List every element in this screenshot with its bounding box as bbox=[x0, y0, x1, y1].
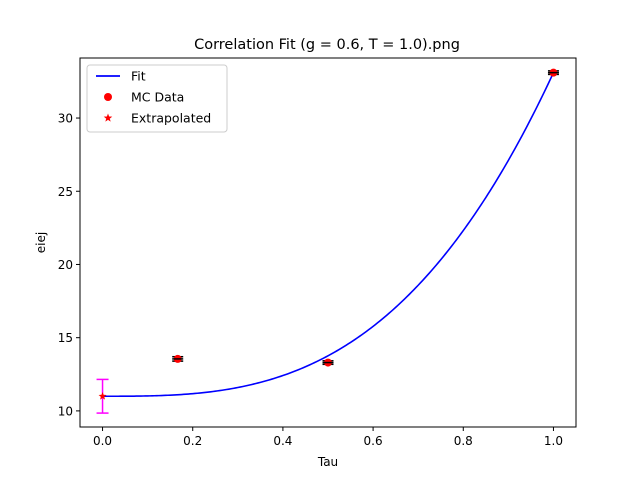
extrapolated-point bbox=[98, 392, 107, 400]
x-tick-label: 1.0 bbox=[544, 434, 563, 448]
fit-line bbox=[102, 72, 555, 398]
chart-title: Correlation Fit (g = 0.6, T = 1.0).png bbox=[194, 37, 460, 53]
legend: Fit MC Data Extrapolated bbox=[86, 64, 228, 133]
y-tick-label: 15 bbox=[58, 331, 73, 345]
legend-star-icon bbox=[103, 113, 113, 122]
axis-ticks: 0.0 0.2 0.4 0.6 0.8 1.0 10 15 20 25 30 bbox=[58, 112, 563, 448]
y-tick-label: 25 bbox=[58, 185, 73, 199]
legend-label: Extrapolated bbox=[131, 111, 211, 126]
y-tick-label: 30 bbox=[58, 112, 73, 126]
legend-circle-icon bbox=[104, 93, 112, 101]
plot-area bbox=[96, 68, 559, 414]
x-tick-label: 0.6 bbox=[364, 434, 383, 448]
y-tick-label: 10 bbox=[58, 404, 73, 418]
axes-frame bbox=[79, 57, 577, 428]
legend-label: MC Data bbox=[131, 90, 184, 105]
x-axis-label: Tau bbox=[317, 455, 338, 469]
x-tick-label: 0.2 bbox=[183, 434, 202, 448]
x-tick-label: 0.4 bbox=[273, 434, 292, 448]
legend-label: Fit bbox=[131, 69, 146, 84]
y-axis-label: eiej bbox=[34, 232, 48, 253]
x-tick-label: 0.0 bbox=[93, 434, 112, 448]
legend-box bbox=[86, 64, 228, 133]
y-tick-label: 20 bbox=[58, 258, 73, 272]
x-tick-label: 0.8 bbox=[454, 434, 473, 448]
